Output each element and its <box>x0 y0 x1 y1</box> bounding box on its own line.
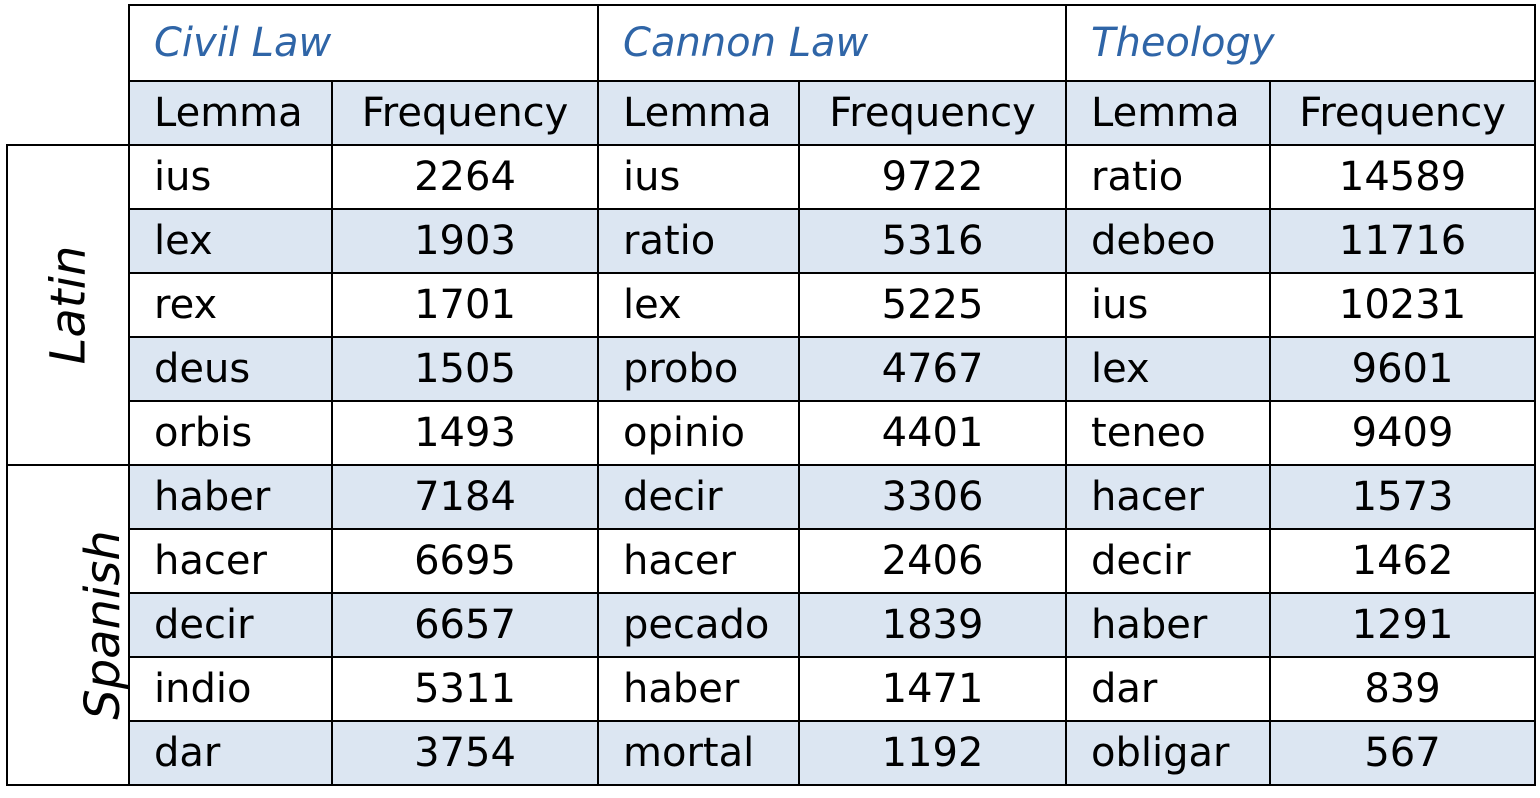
frequency-cell: 1493 <box>330 400 600 466</box>
lemma-cell: haber <box>597 656 801 722</box>
table-row: deus 1505 probo 4767 lex 9601 <box>7 336 1537 402</box>
lemma-cell: ius <box>128 144 333 210</box>
frequency-cell: 2406 <box>798 528 1068 594</box>
frequency-cell: 5225 <box>798 272 1068 338</box>
lemma-frequency-table: Civil Law Cannon Law Theology Lemma Freq… <box>6 4 1537 786</box>
frequency-cell: 3754 <box>330 720 600 786</box>
lemma-cell: dar <box>1065 656 1272 722</box>
frequency-cell: 1701 <box>330 272 600 338</box>
lemma-cell: haber <box>1065 592 1272 658</box>
frequency-cell: 9722 <box>798 144 1068 210</box>
frequency-cell: 5316 <box>798 208 1068 274</box>
table-row: Latin ius 2264 ius 9722 ratio 14589 <box>6 144 1537 466</box>
lemma-cell: ius <box>1065 272 1272 338</box>
lemma-cell: opinio <box>597 400 801 466</box>
table-row: hacer 6695 hacer 2406 decir 1462 <box>7 528 1537 594</box>
lemma-cell: debeo <box>1065 208 1272 274</box>
table-row: indio 5311 haber 1471 dar 839 <box>7 656 1537 722</box>
table-row: dar 3754 mortal 1192 obligar 567 <box>7 720 1537 786</box>
frequency-cell: 1192 <box>798 720 1068 786</box>
table-row: lex 1903 ratio 5316 debeo 11716 <box>7 208 1537 274</box>
column-header-lemma: Lemma <box>1065 80 1272 146</box>
frequency-cell: 2264 <box>330 144 600 210</box>
frequency-cell: 6695 <box>330 528 600 594</box>
lemma-cell: orbis <box>128 400 333 466</box>
frequency-cell: 1573 <box>1269 464 1537 530</box>
domain-header-row: Civil Law Cannon Law Theology <box>7 4 1537 82</box>
lemma-cell: ratio <box>597 208 801 274</box>
domain-header-civil-law: Civil Law <box>127 4 600 82</box>
lemma-cell: lex <box>128 208 333 274</box>
lemma-cell: obligar <box>1065 720 1272 786</box>
lemma-cell: pecado <box>597 592 801 658</box>
language-label-spanish: Spanish <box>6 464 130 786</box>
lemma-cell: hacer <box>128 528 333 594</box>
lemma-cell: probo <box>597 336 801 402</box>
lemma-cell: deus <box>128 336 333 402</box>
domain-header-cannon-law: Cannon Law <box>597 4 1068 82</box>
frequency-cell: 1903 <box>330 208 600 274</box>
language-label-text: Spanish <box>74 530 129 720</box>
frequency-cell: 3306 <box>798 464 1068 530</box>
column-header-row: Lemma Frequency Lemma Frequency Lemma Fr… <box>7 80 1537 146</box>
frequency-cell: 4401 <box>798 400 1068 466</box>
frequency-cell: 10231 <box>1269 272 1537 338</box>
frequency-cell: 1291 <box>1269 592 1537 658</box>
lemma-cell: mortal <box>597 720 801 786</box>
table-row: orbis 1493 opinio 4401 teneo 9409 <box>7 400 1537 466</box>
frequency-cell: 1462 <box>1269 528 1537 594</box>
lemma-cell: lex <box>597 272 801 338</box>
frequency-cell: 5311 <box>330 656 600 722</box>
frequency-cell: 6657 <box>330 592 600 658</box>
frequency-cell: 1505 <box>330 336 600 402</box>
column-header-frequency: Frequency <box>330 80 600 146</box>
frequency-cell: 839 <box>1269 656 1537 722</box>
frequency-cell: 9601 <box>1269 336 1537 402</box>
corner-cell-lower <box>7 81 129 145</box>
table-row: Spanish haber 7184 decir 3306 hacer 1573 <box>6 464 1537 786</box>
column-header-lemma: Lemma <box>128 80 333 146</box>
lemma-cell: indio <box>128 656 333 722</box>
lemma-cell: dar <box>128 720 333 786</box>
language-label-text: Latin <box>39 245 96 365</box>
lemma-cell: decir <box>1065 528 1272 594</box>
lemma-cell: decir <box>597 464 801 530</box>
lemma-cell: hacer <box>1065 464 1272 530</box>
lemma-cell: hacer <box>597 528 801 594</box>
frequency-cell: 9409 <box>1269 400 1537 466</box>
frequency-cell: 1839 <box>798 592 1068 658</box>
language-label-latin: Latin <box>6 144 130 466</box>
lemma-cell: haber <box>128 464 333 530</box>
table-row: decir 6657 pecado 1839 haber 1291 <box>7 592 1537 658</box>
lemma-cell: rex <box>128 272 333 338</box>
frequency-cell: 11716 <box>1269 208 1537 274</box>
column-header-lemma: Lemma <box>597 80 801 146</box>
frequency-cell: 14589 <box>1269 144 1537 210</box>
lemma-cell: lex <box>1065 336 1272 402</box>
frequency-cell: 567 <box>1269 720 1537 786</box>
frequency-cell: 1471 <box>798 656 1068 722</box>
lemma-cell: ratio <box>1065 144 1272 210</box>
lemma-cell: ius <box>597 144 801 210</box>
table-row: rex 1701 lex 5225 ius 10231 <box>7 272 1537 338</box>
frequency-cell: 4767 <box>798 336 1068 402</box>
lemma-cell: decir <box>128 592 333 658</box>
column-header-frequency: Frequency <box>798 80 1068 146</box>
frequency-cell: 7184 <box>330 464 600 530</box>
domain-header-theology: Theology <box>1065 4 1537 82</box>
column-header-frequency: Frequency <box>1269 80 1537 146</box>
corner-cell <box>7 5 129 81</box>
lemma-cell: teneo <box>1065 400 1272 466</box>
